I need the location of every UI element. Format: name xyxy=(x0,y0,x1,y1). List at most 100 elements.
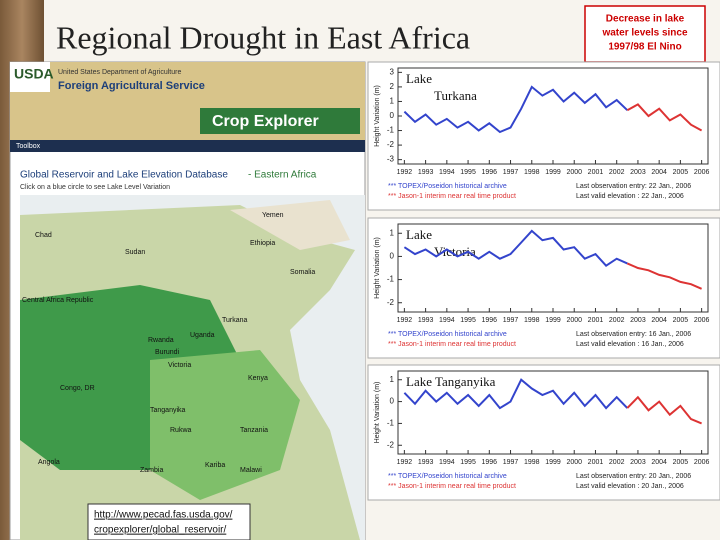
map-label: Ethiopia xyxy=(250,240,275,247)
usda-panel: USDA United States Department of Agricul… xyxy=(9,61,366,541)
legend-entry: *** TOPEX/Poseidon historical archive xyxy=(388,473,507,480)
map-label: Uganda xyxy=(190,332,215,339)
map-label: Chad xyxy=(35,232,52,239)
series-line xyxy=(403,85,628,134)
slide-title: Regional Drought in East Africa xyxy=(56,19,470,55)
y-tick-label: -2 xyxy=(387,440,395,449)
y-tick-label: -1 xyxy=(387,419,395,428)
y-tick-label: -1 xyxy=(387,275,395,284)
map-label: Congo, DR xyxy=(60,385,95,392)
last-valid: Last valid elevation : 22 Jan., 2006 xyxy=(576,193,684,200)
callout-text: 1997/98 El Nino xyxy=(608,42,681,53)
callout-text: water levels since xyxy=(601,28,687,39)
x-tick-label: 2003 xyxy=(630,169,646,176)
x-tick-label: 1994 xyxy=(439,317,455,324)
chart-frame xyxy=(367,61,720,211)
x-tick-label: 2001 xyxy=(588,317,604,324)
url-line[interactable]: cropexplorer/global_reservoir/ xyxy=(94,525,227,536)
map-label: Sudan xyxy=(125,249,145,256)
map-label: Kariba xyxy=(205,462,225,469)
x-tick-label: 2005 xyxy=(673,317,689,324)
y-tick-label: 1 xyxy=(390,375,395,384)
x-tick-label: 1994 xyxy=(439,169,455,176)
callout-text: Decrease in lake xyxy=(606,14,685,25)
legend-entry: *** Jason-1 interim near real time produ… xyxy=(388,193,516,200)
last-valid: Last valid elevation : 20 Jan., 2006 xyxy=(576,483,684,490)
map-label: Victoria xyxy=(168,362,191,369)
x-tick-label: 2000 xyxy=(566,317,582,324)
x-tick-label: 1993 xyxy=(418,169,434,176)
y-axis-label: Height Variation (m) xyxy=(374,382,381,444)
y-tick-label: -3 xyxy=(387,155,395,164)
legend-entry: *** Jason-1 interim near real time produ… xyxy=(388,341,516,348)
x-tick-label: 1997 xyxy=(503,459,519,466)
lake-title: Lake Tanganyika xyxy=(406,374,496,389)
series-line xyxy=(403,229,628,268)
x-tick-label: 2002 xyxy=(609,317,625,324)
x-tick-label: 2000 xyxy=(566,459,582,466)
map-label: Malawi xyxy=(240,467,262,474)
y-tick-label: 2 xyxy=(390,82,395,91)
department: United States Department of Agriculture xyxy=(58,69,181,76)
x-tick-label: 1993 xyxy=(418,459,434,466)
x-tick-label: 2002 xyxy=(609,459,625,466)
chart-frame xyxy=(367,364,720,501)
map-label: Rwanda xyxy=(148,337,174,344)
x-tick-label: 1998 xyxy=(524,317,540,324)
x-tick-label: 2004 xyxy=(651,459,667,466)
map-label: Turkana xyxy=(222,317,248,324)
x-tick-label: 2000 xyxy=(566,169,582,176)
x-tick-label: 1999 xyxy=(545,169,561,176)
product-band xyxy=(200,108,360,134)
x-tick-label: 1994 xyxy=(439,459,455,466)
chart-frame xyxy=(367,217,720,359)
y-axis-label: Height Variation (m) xyxy=(374,85,381,147)
legend-entry: *** TOPEX/Poseidon historical archive xyxy=(388,183,507,190)
x-tick-label: 1996 xyxy=(482,317,498,324)
toolbar-label[interactable]: Toolbox xyxy=(16,143,41,150)
map-label: Burundi xyxy=(155,349,180,356)
map-vegetation xyxy=(150,350,300,500)
x-tick-label: 2004 xyxy=(651,317,667,324)
legend-entry: *** TOPEX/Poseidon historical archive xyxy=(388,331,507,338)
series-line xyxy=(626,262,702,290)
x-tick-label: 2003 xyxy=(630,317,646,324)
x-tick-label: 2006 xyxy=(694,169,710,176)
url-line[interactable]: http://www.pecad.fas.usda.gov/ xyxy=(94,510,233,521)
x-tick-label: 1992 xyxy=(397,169,413,176)
x-tick-label: 1992 xyxy=(397,317,413,324)
y-tick-label: 0 xyxy=(390,252,395,261)
y-tick-label: 1 xyxy=(390,228,395,237)
y-tick-label: 3 xyxy=(390,67,395,76)
logo-bg xyxy=(10,62,50,92)
map-label: Tanganyika xyxy=(150,407,186,414)
x-tick-label: 2005 xyxy=(673,169,689,176)
x-tick-label: 1992 xyxy=(397,459,413,466)
x-tick-label: 2006 xyxy=(694,459,710,466)
lake-title: Turkana xyxy=(434,88,477,103)
map-arabia xyxy=(230,200,350,250)
usda-logo: USDA xyxy=(14,66,54,82)
last-observation: Last observation entry: 20 Jan., 2006 xyxy=(576,473,691,480)
lake-chart: 1 0 -1 -2 1992 1993 1994 1995 1996 1997 1998 1999 20… xyxy=(367,364,720,501)
x-tick-label: 2006 xyxy=(694,317,710,324)
database-region: - Eastern Africa xyxy=(248,170,317,181)
map-label: Tanzania xyxy=(240,427,268,434)
last-observation: Last observation entry: 16 Jan., 2006 xyxy=(576,331,691,338)
map-labels: Yemen Chad Sudan Ethiopia Somalia Central Afr… xyxy=(22,212,315,474)
series-line xyxy=(403,378,629,410)
x-tick-label: 1996 xyxy=(482,459,498,466)
lake-title: Lake xyxy=(406,227,432,242)
x-tick-label: 1995 xyxy=(460,169,476,176)
map-label: Yemen xyxy=(262,212,284,219)
x-tick-label: 1999 xyxy=(545,317,561,324)
toolbar xyxy=(10,140,365,152)
y-tick-label: 0 xyxy=(390,397,395,406)
agency: Foreign Agricultural Service xyxy=(58,80,205,92)
x-tick-label: 2001 xyxy=(588,459,604,466)
y-axis-label: Height Variation (m) xyxy=(374,237,381,299)
y-tick-label: -2 xyxy=(387,140,395,149)
